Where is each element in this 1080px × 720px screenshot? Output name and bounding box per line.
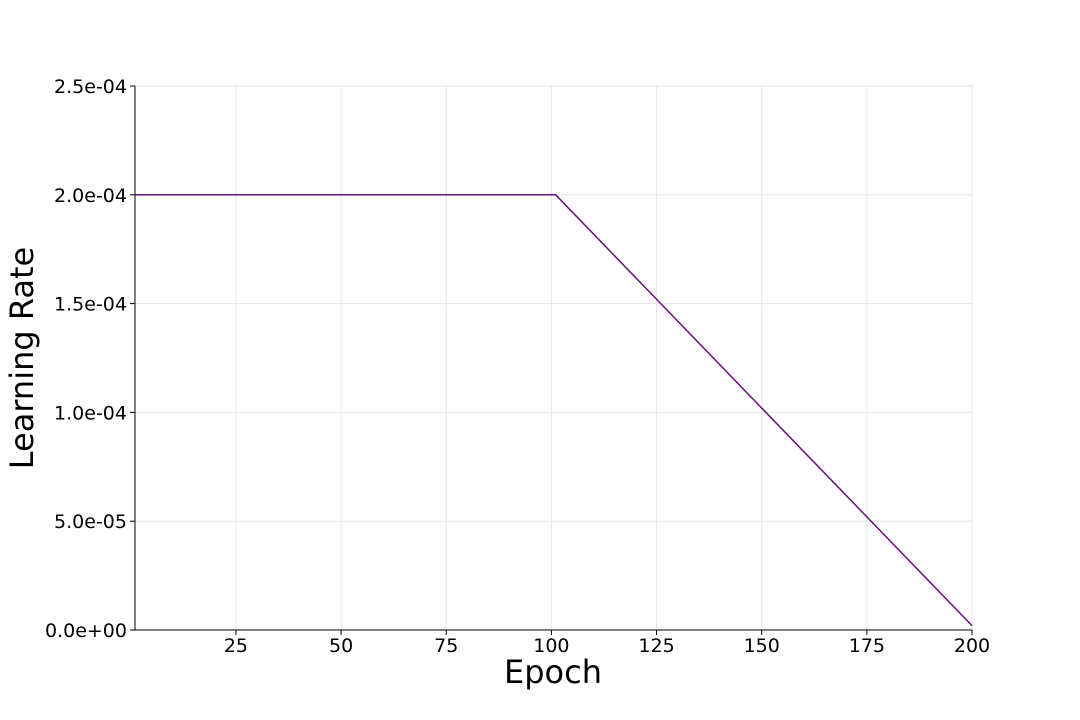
series-line: [135, 194, 973, 627]
y-tick-label: 2.5e-04: [54, 76, 127, 98]
x-tick-label: 150: [744, 635, 780, 657]
x-axis-title: Epoch: [504, 653, 602, 691]
x-tick-label: 50: [329, 635, 353, 657]
series: [135, 194, 973, 627]
x-tick-label: 25: [224, 635, 248, 657]
y-tick-label: 0.0e+00: [45, 620, 127, 642]
y-axis-title: Learning Rate: [3, 247, 41, 469]
x-tick-label: 75: [434, 635, 458, 657]
x-tick-label: 175: [849, 635, 885, 657]
x-tick-label: 125: [638, 635, 674, 657]
y-tick-label: 5.0e-05: [54, 511, 127, 533]
y-ticks: 0.0e+00 5.0e-05 1.0e-04 1.5e-04 2.0e-04 2.5e-…: [45, 76, 135, 642]
y-tick-label: 2.0e-04: [54, 185, 127, 207]
grid: [135, 85, 973, 631]
x-ticks: 25 50 75 100 125 150 175 200: [224, 630, 990, 657]
y-tick-label: 1.5e-04: [54, 294, 127, 316]
y-tick-label: 1.0e-04: [54, 402, 127, 424]
x-tick-label: 100: [533, 635, 569, 657]
x-tick-label: 200: [954, 635, 990, 657]
axes: [134, 86, 972, 631]
